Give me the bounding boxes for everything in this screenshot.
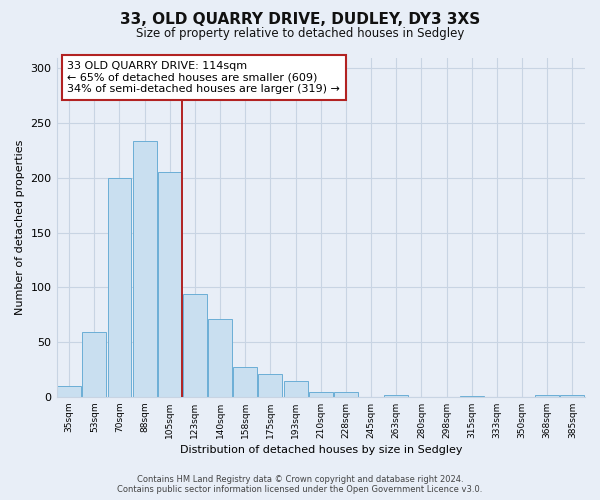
Text: 33 OLD QUARRY DRIVE: 114sqm
← 65% of detached houses are smaller (609)
34% of se: 33 OLD QUARRY DRIVE: 114sqm ← 65% of det… [67,61,340,94]
Bar [259,374,283,397]
Bar [334,392,358,397]
Bar [284,382,308,397]
Bar [385,394,408,397]
Text: Contains HM Land Registry data © Crown copyright and database right 2024.
Contai: Contains HM Land Registry data © Crown c… [118,474,482,494]
Bar [82,332,106,397]
Bar [233,368,257,397]
Y-axis label: Number of detached properties: Number of detached properties [15,140,25,315]
Bar [309,392,333,397]
Bar [208,319,232,397]
Text: Size of property relative to detached houses in Sedgley: Size of property relative to detached ho… [136,28,464,40]
Bar [107,178,131,397]
Bar [535,394,559,397]
Bar [57,386,81,397]
Bar [158,172,182,397]
Text: 33, OLD QUARRY DRIVE, DUDLEY, DY3 3XS: 33, OLD QUARRY DRIVE, DUDLEY, DY3 3XS [120,12,480,28]
Bar [560,394,584,397]
X-axis label: Distribution of detached houses by size in Sedgley: Distribution of detached houses by size … [179,445,462,455]
Bar [460,396,484,397]
Bar [183,294,207,397]
Bar [133,140,157,397]
